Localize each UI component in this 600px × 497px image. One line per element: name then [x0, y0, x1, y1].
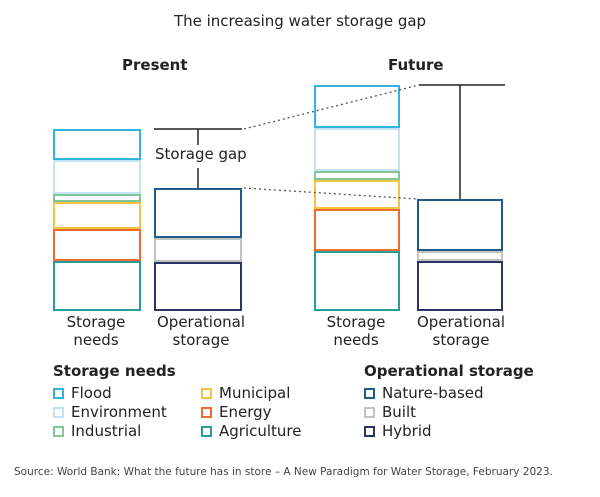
label-line: Storage [326, 313, 386, 331]
legend-item-hybrid: Hybrid [364, 422, 432, 440]
legend-swatch [364, 406, 375, 418]
label-line: Operational [416, 313, 505, 331]
needs-connector-line [243, 84, 420, 130]
legend-swatch [53, 406, 64, 418]
legend-label: Built [382, 403, 417, 421]
legend-item-built: Built [364, 403, 416, 421]
legend-label: Energy [219, 403, 272, 421]
label-line: Operational [156, 313, 245, 331]
storage-gap-label: Storage gap [155, 145, 247, 163]
legend-item-flood: Flood [53, 384, 112, 402]
stack-present-storage-needs [53, 129, 141, 311]
legend-item-nature-based: Nature-based [364, 384, 484, 402]
legend-swatch [201, 406, 212, 418]
operational-connector-line [243, 187, 418, 200]
label-line: Storage [66, 313, 126, 331]
bar-segment-built [417, 251, 503, 261]
bar-segment-hybrid [417, 261, 503, 311]
legend-label: Agriculture [219, 422, 302, 440]
label-line: needs [73, 331, 119, 349]
stack-future-storage-needs [314, 85, 400, 311]
bar-segment-municipal [53, 202, 141, 229]
stack-future-operational-storage [417, 199, 503, 311]
stack-present-operational-storage [154, 188, 242, 311]
bar-segment-industrial [314, 171, 400, 180]
legend-item-municipal: Municipal [201, 384, 290, 402]
bar-segment-agriculture [53, 261, 141, 311]
present-operational-storage-label: Operational storage [142, 313, 260, 349]
legend-swatch [201, 387, 212, 399]
label-line: needs [333, 331, 379, 349]
legend-label: Nature-based [382, 384, 484, 402]
legend-operational-title: Operational storage [364, 362, 534, 380]
bar-segment-energy [53, 229, 141, 261]
bar-segment-nature-based [154, 188, 242, 238]
present-storage-needs-label: Storage needs [46, 313, 146, 349]
bar-segment-energy [314, 209, 400, 251]
bar-segment-environment [314, 128, 400, 171]
legend-storage-needs-title: Storage needs [53, 362, 176, 380]
legend-label: Environment [71, 403, 167, 421]
period-future-label: Future [388, 56, 444, 74]
period-present-label: Present [122, 56, 188, 74]
bar-segment-nature-based [417, 199, 503, 251]
legend-swatch [201, 425, 212, 437]
legend-item-agriculture: Agriculture [201, 422, 302, 440]
legend-item-environment: Environment [53, 403, 167, 421]
source-note: Source: World Bank: What the future has … [14, 466, 553, 478]
bar-segment-environment [53, 160, 141, 194]
legend-label: Hybrid [382, 422, 432, 440]
legend-label: Flood [71, 384, 112, 402]
bar-segment-industrial [53, 194, 141, 202]
legend-swatch [53, 387, 64, 399]
legend-item-energy: Energy [201, 403, 272, 421]
label-line: storage [172, 331, 230, 349]
bar-segment-hybrid [154, 262, 242, 311]
legend-swatch [364, 425, 375, 437]
future-storage-needs-label: Storage needs [306, 313, 406, 349]
future-operational-storage-label: Operational storage [402, 313, 520, 349]
bar-segment-agriculture [314, 251, 400, 311]
bar-segment-flood [53, 129, 141, 160]
chart-title: The increasing water storage gap [173, 12, 427, 30]
legend-label: Municipal [219, 384, 291, 402]
legend-item-industrial: Industrial [53, 422, 141, 440]
legend-swatch [53, 425, 64, 437]
legend-swatch [364, 387, 375, 399]
bar-segment-built [154, 238, 242, 262]
legend-label: Industrial [71, 422, 142, 440]
bar-segment-flood [314, 85, 400, 128]
label-line: storage [432, 331, 490, 349]
bar-segment-municipal [314, 180, 400, 209]
